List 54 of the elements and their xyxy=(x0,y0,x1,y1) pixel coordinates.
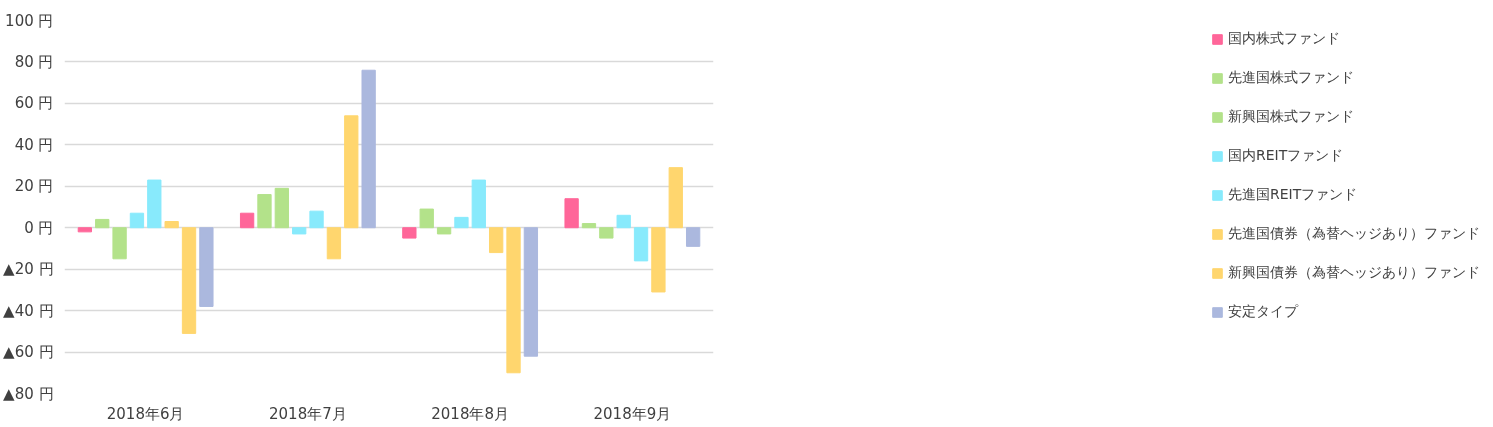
y-tick-label: 40 円 xyxy=(14,135,54,154)
y-tick-label: ▲40 円 xyxy=(3,301,54,320)
bar xyxy=(239,212,255,229)
bar xyxy=(326,227,342,260)
y-tick-label: ▲20 円 xyxy=(3,260,54,279)
x-tick-label: 2018年7月 xyxy=(269,404,347,423)
legend-label: 安定タイプ xyxy=(1228,303,1298,321)
bar xyxy=(112,227,127,260)
legend-label: 新興国債券（為替ヘッジあり）ファンド xyxy=(1228,264,1480,282)
bar xyxy=(361,69,376,229)
bar xyxy=(199,227,214,307)
bar xyxy=(181,227,197,334)
bar xyxy=(164,221,179,229)
bar xyxy=(309,210,324,229)
bar xyxy=(454,216,469,229)
bar xyxy=(616,214,631,229)
bar xyxy=(292,227,307,235)
bar xyxy=(257,194,272,229)
legend-label: 国内REITファンド xyxy=(1228,147,1344,165)
bar xyxy=(436,227,452,235)
bar xyxy=(402,227,417,239)
bar xyxy=(506,227,521,374)
bar xyxy=(274,187,289,229)
legend-label: 先進国株式ファンド xyxy=(1228,69,1354,87)
bar xyxy=(581,223,597,229)
bar xyxy=(77,227,93,233)
x-tick-label: 2018年9月 xyxy=(593,404,672,423)
bar xyxy=(651,227,666,293)
bar xyxy=(419,208,434,229)
legend-label: 新興国株式ファンド xyxy=(1228,108,1354,126)
y-tick-label: 20 円 xyxy=(14,177,54,196)
y-tick-label: ▲60 円 xyxy=(3,343,54,362)
bar xyxy=(147,179,162,229)
bar xyxy=(685,227,701,247)
bar xyxy=(129,212,145,229)
legend-label: 先進国REITファンド xyxy=(1228,186,1358,204)
x-tick-label: 2018年6月 xyxy=(106,404,185,423)
legend-label: 国内株式ファンド xyxy=(1228,30,1340,48)
bar xyxy=(523,227,539,357)
bar xyxy=(668,167,683,229)
y-tick-label: 0 円 xyxy=(24,218,54,237)
y-tick-label: ▲80 円 xyxy=(3,384,54,403)
bar xyxy=(564,198,579,229)
bar xyxy=(489,227,504,254)
bar xyxy=(95,218,110,229)
y-tick-label: 100 円 xyxy=(5,11,54,30)
bar xyxy=(633,227,649,262)
bar xyxy=(599,227,614,239)
legend-label: 先進国債券（為替ヘッジあり）ファンド xyxy=(1228,225,1480,243)
bar xyxy=(471,179,486,229)
bar xyxy=(344,115,359,229)
x-tick-label: 2018年8月 xyxy=(431,404,509,423)
y-tick-label: 80 円 xyxy=(14,52,54,71)
y-tick-label: 60 円 xyxy=(14,94,54,113)
